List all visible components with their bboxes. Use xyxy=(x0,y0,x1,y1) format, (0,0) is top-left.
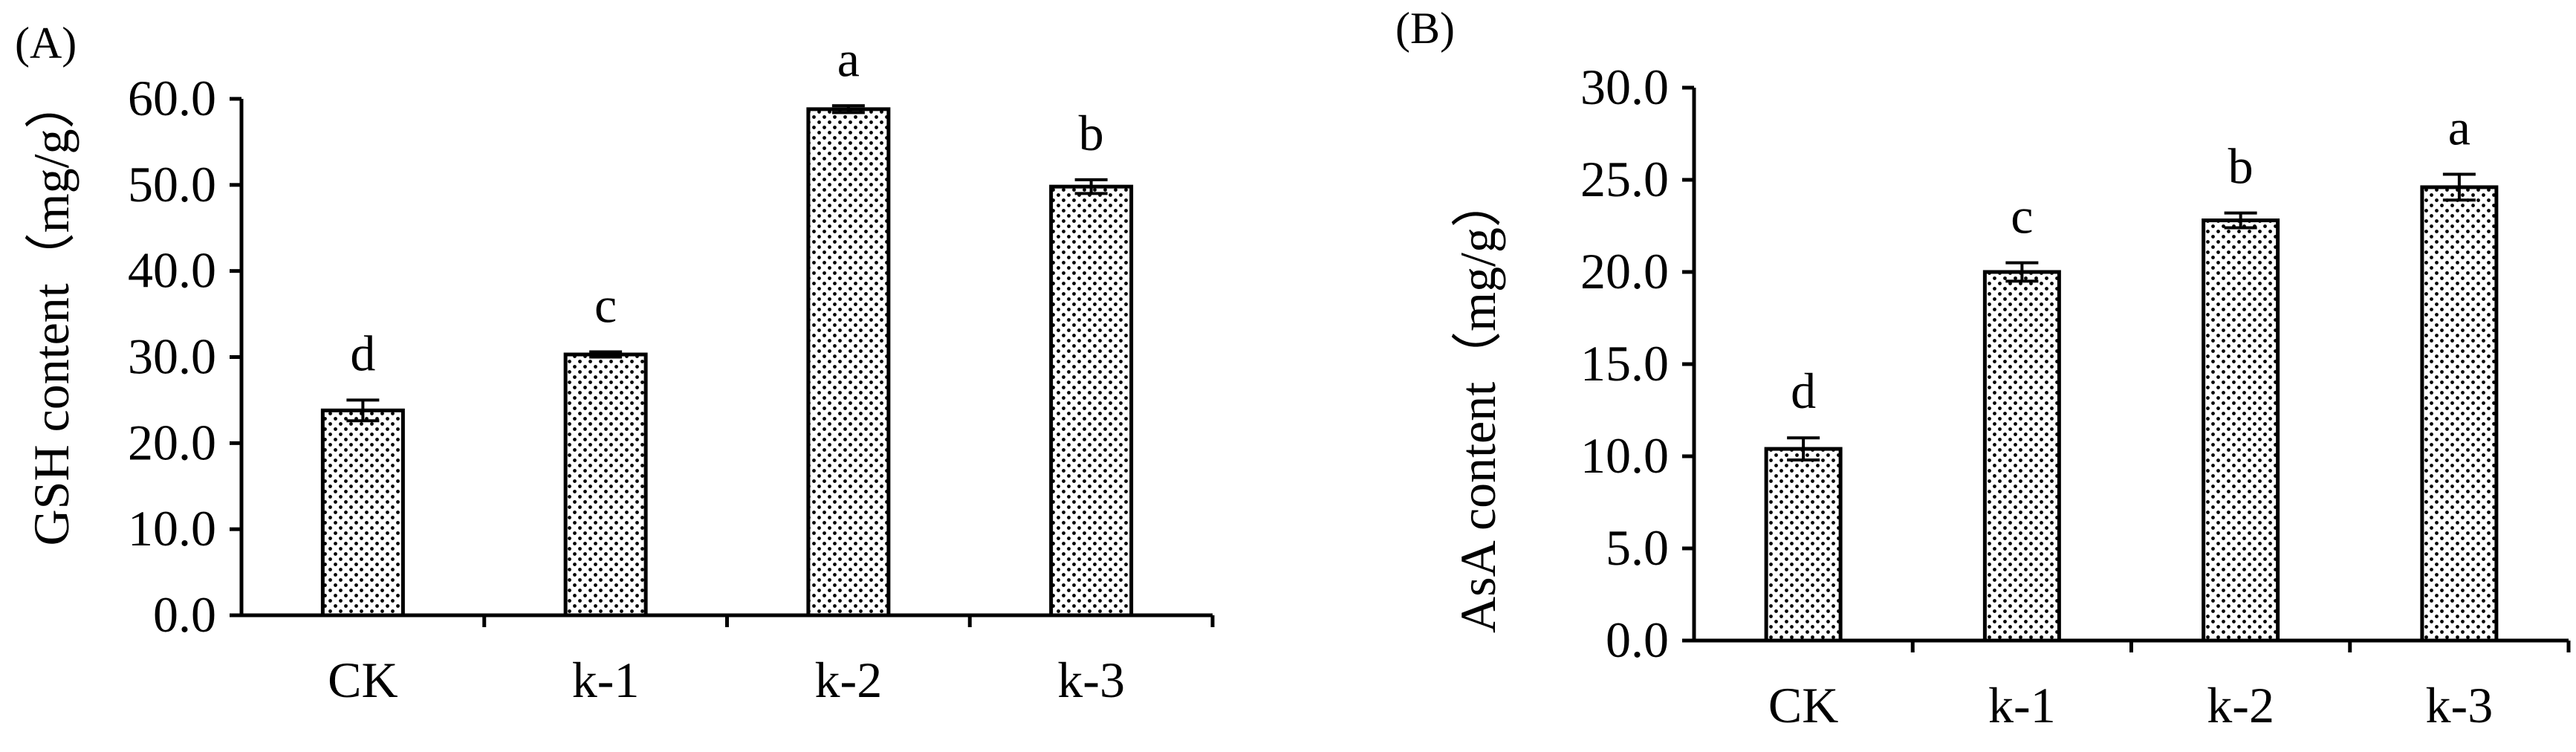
y-tick-label: 10.0 xyxy=(1580,427,1669,484)
y-tick-label: 0.0 xyxy=(1606,612,1669,668)
significance-letter: a xyxy=(2448,100,2470,156)
chart-panel-b: (B) 0.0 5.0 10.0 15.0 20.0 25.0 30.0 d CK c k-1 b k-… xyxy=(1395,4,2571,733)
y-tick-label: 20.0 xyxy=(1580,243,1669,299)
y-tick-label: 30.0 xyxy=(128,328,216,385)
y-axis-title: GSH content（mg/g） xyxy=(23,79,80,546)
significance-letter: c xyxy=(2011,188,2033,244)
significance-letter: a xyxy=(837,30,860,87)
x-tick-label: k-2 xyxy=(815,652,883,708)
x-tick-label: k-1 xyxy=(1988,677,2056,733)
significance-letter: c xyxy=(594,277,617,334)
y-tick-label: 60.0 xyxy=(128,70,216,126)
panel-label-a: (A) xyxy=(15,19,77,68)
bar xyxy=(563,352,648,618)
bar xyxy=(320,408,405,618)
y-axis-title: AsA content（mg/g） xyxy=(1450,177,1506,633)
y-tick-label: 25.0 xyxy=(1580,151,1669,207)
y-tick-label: 0.0 xyxy=(153,586,216,643)
significance-letter: b xyxy=(2228,138,2254,195)
bar xyxy=(806,107,891,618)
x-tick-label: CK xyxy=(1768,677,1838,733)
y-tick-label: 40.0 xyxy=(128,242,216,299)
x-tick-label: k-2 xyxy=(2207,677,2274,733)
y-tick-label: 30.0 xyxy=(1580,59,1669,115)
bar xyxy=(2420,185,2499,643)
x-tick-label: CK xyxy=(328,652,398,708)
chart-panel-a: (A) 0.0 10.0 20.0 30.0 40.0 50.0 60.0 d CK c k-1 a k… xyxy=(15,19,1215,708)
bar xyxy=(1764,447,1843,643)
x-tick-label: k-3 xyxy=(2426,677,2494,733)
y-tick-label: 15.0 xyxy=(1580,335,1669,392)
panel-label-b: (B) xyxy=(1395,4,1455,53)
y-tick-label: 20.0 xyxy=(128,414,216,470)
bar xyxy=(2202,218,2280,643)
significance-letter: d xyxy=(350,325,375,381)
y-tick-label: 50.0 xyxy=(128,156,216,213)
y-tick-label: 5.0 xyxy=(1606,519,1669,576)
x-tick-label: k-3 xyxy=(1057,652,1125,708)
significance-letter: d xyxy=(1791,363,1816,419)
y-tick-label: 10.0 xyxy=(128,500,216,557)
bar xyxy=(1982,270,2061,643)
bar xyxy=(1049,184,1134,618)
x-tick-label: k-1 xyxy=(572,652,640,708)
significance-letter: b xyxy=(1079,105,1104,161)
